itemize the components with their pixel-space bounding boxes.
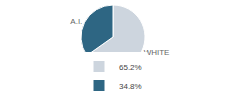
svg-text:A.I.: A.I. bbox=[70, 17, 82, 26]
svg-text:WHITE: WHITE bbox=[144, 48, 170, 57]
svg-text:65.2%: 65.2% bbox=[119, 63, 142, 72]
svg-text:34.8%: 34.8% bbox=[119, 82, 142, 91]
